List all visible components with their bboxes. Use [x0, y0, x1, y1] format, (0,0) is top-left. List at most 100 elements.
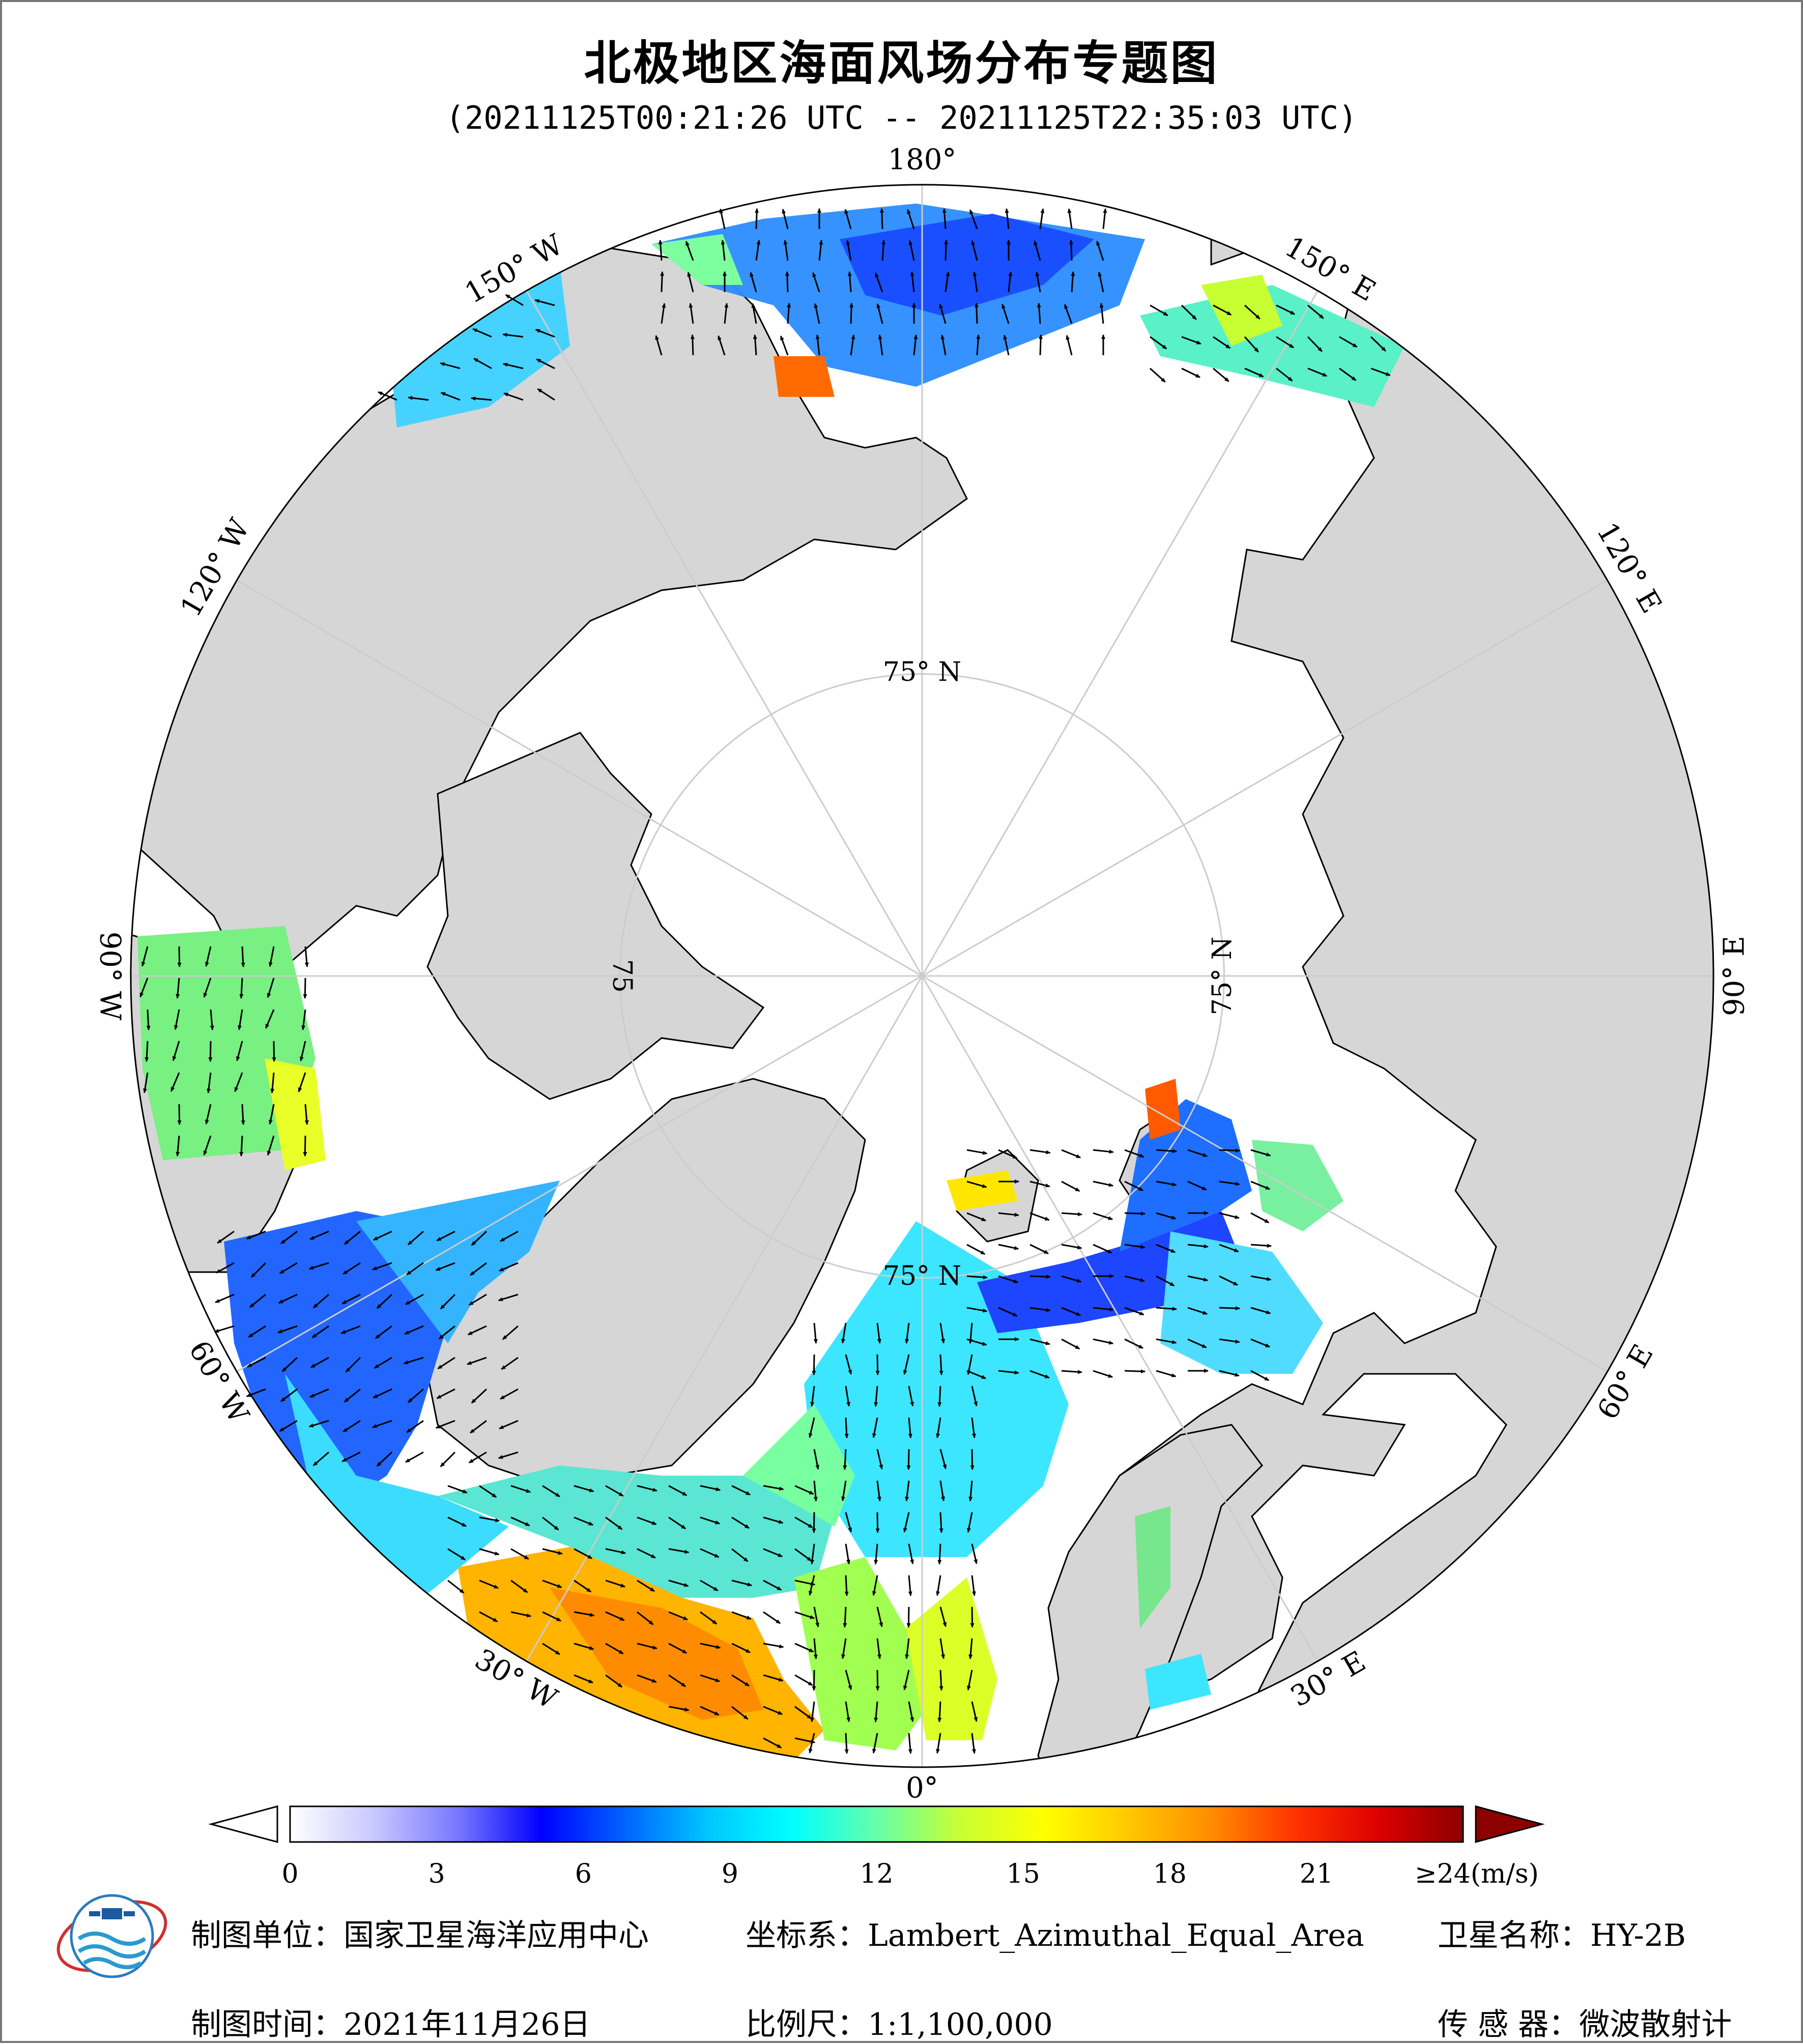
wind-arrow: [479, 1579, 499, 1589]
wind-arrow: [311, 1325, 329, 1339]
wind-arrow: [780, 335, 789, 356]
wind-arrow: [471, 1230, 488, 1246]
graticule: [131, 185, 1713, 1767]
footer-sensor: 传 感 器：微波散射计: [1438, 2007, 1732, 2042]
wind-arrow: [341, 1451, 361, 1462]
wind-arrow: [470, 1420, 487, 1434]
wind-arrow: [435, 1262, 455, 1271]
wind-arrow: [813, 1449, 820, 1470]
wind-arrow: [731, 1674, 750, 1687]
wind-arrow: [309, 1230, 329, 1241]
wind-arrow: [908, 1733, 912, 1754]
wind-arrow: [1250, 1275, 1272, 1281]
wind-arrow: [731, 1516, 750, 1529]
wind-arrow: [304, 1104, 309, 1125]
wind-arrow: [845, 1543, 850, 1565]
wind-arrow: [239, 977, 244, 999]
wind-arrow: [344, 1388, 361, 1403]
wind-arrow: [605, 1611, 625, 1621]
wind-arrow: [510, 1579, 528, 1593]
wind-arrow: [1181, 336, 1201, 345]
wind-arrow: [794, 1674, 813, 1686]
time-range-subtitle: (20211125T00:21:26 UTC -- 20211125T22:35…: [445, 99, 1358, 136]
wind-arrow: [875, 1512, 880, 1533]
wind-arrow: [910, 271, 915, 293]
wind-arrow: [1061, 1181, 1080, 1192]
colorbar-tick-label: 0: [281, 1859, 298, 1889]
colorbar-low-extend: [208, 1805, 278, 1843]
wind-arrow: [845, 1386, 850, 1407]
wind-arrow: [176, 1135, 180, 1157]
wind-arrow: [908, 240, 915, 261]
wind-arrow: [1029, 1338, 1050, 1345]
footer-satellite: 卫星名称：HY-2B: [1438, 1918, 1686, 1953]
wind-arrow: [403, 1357, 424, 1365]
wind-arrow: [939, 1638, 945, 1659]
wind-arrow: [968, 1638, 973, 1659]
wind-arrow: [267, 1135, 275, 1156]
wind-arrow: [966, 1212, 987, 1222]
wind-arrow: [637, 1674, 657, 1683]
wind-arrow: [1181, 367, 1200, 378]
footer-coordinate-system: 坐标系：Lambert_Azimuthal_Equal_Area: [746, 1918, 1364, 1953]
wind-arrow: [312, 1451, 329, 1466]
wind-arrow: [841, 1322, 847, 1344]
wind-arrow: [205, 946, 212, 967]
wind-arrow: [966, 1181, 987, 1188]
wind-arrow: [794, 1485, 814, 1495]
wind-arrow: [1244, 367, 1264, 378]
wind-arrow: [1029, 1212, 1050, 1221]
wind-arrow: [844, 1575, 849, 1596]
wind-arrow: [908, 1543, 914, 1565]
colorbar-tick-label: 9: [722, 1859, 738, 1889]
wind-arrow: [813, 1480, 818, 1502]
wind-arrow: [1029, 1307, 1051, 1312]
wind-arrow: [1150, 336, 1167, 350]
wind-arrow: [872, 1417, 878, 1438]
wind-arrow: [966, 1370, 987, 1379]
meridian-line: [922, 975, 1608, 1372]
longitude-label: 180°: [888, 143, 957, 177]
wind-arrow: [407, 1230, 424, 1246]
meridian-line: [236, 580, 923, 977]
wind-arrow: [1156, 1149, 1177, 1154]
wind-arrow: [1219, 1338, 1240, 1344]
wind-arrow: [998, 1244, 1019, 1250]
wind-arrow: [637, 1516, 657, 1525]
wind-arrow: [499, 1262, 519, 1272]
wind-arrow: [763, 1579, 782, 1591]
wind-arrow: [668, 1548, 690, 1554]
wind-arrow: [447, 1485, 468, 1494]
wind-arrow: [1250, 1181, 1271, 1190]
latitude-label: 75° N: [883, 1261, 961, 1291]
wind-arrow: [1213, 367, 1229, 382]
wind-arrow: [814, 303, 820, 324]
wind-arrow: [310, 1357, 329, 1368]
wind-arrow: [1039, 208, 1045, 229]
wind-arrow: [176, 977, 180, 999]
wind-arrow: [510, 1611, 532, 1618]
wind-arrow: [1250, 1338, 1271, 1348]
wind-arrow: [217, 1230, 235, 1244]
wind-arrow: [966, 1149, 988, 1155]
wind-arrow: [280, 1388, 298, 1402]
wind-arrow: [908, 1701, 914, 1722]
wind-arrow: [939, 1669, 943, 1691]
wind-arrow: [502, 1325, 519, 1340]
wind-arrow: [966, 1275, 988, 1280]
wind-arrow: [373, 1230, 392, 1241]
wind-arrow: [249, 1293, 266, 1308]
wind-arrow: [1093, 1212, 1113, 1220]
wind-arrow: [471, 1388, 488, 1404]
wind-arrow: [966, 1338, 987, 1346]
wind-arrow: [810, 1386, 815, 1407]
wind-arrow: [661, 303, 666, 324]
wind-arrow: [936, 1575, 941, 1596]
wind-arrow: [467, 1357, 487, 1365]
wind-arrow: [876, 303, 883, 324]
wind-arrow: [972, 271, 978, 293]
wind-arrow: [498, 1293, 519, 1302]
wind-arrow: [277, 1325, 298, 1334]
wind-arrow: [881, 240, 886, 261]
wind-arrow: [971, 1701, 978, 1722]
